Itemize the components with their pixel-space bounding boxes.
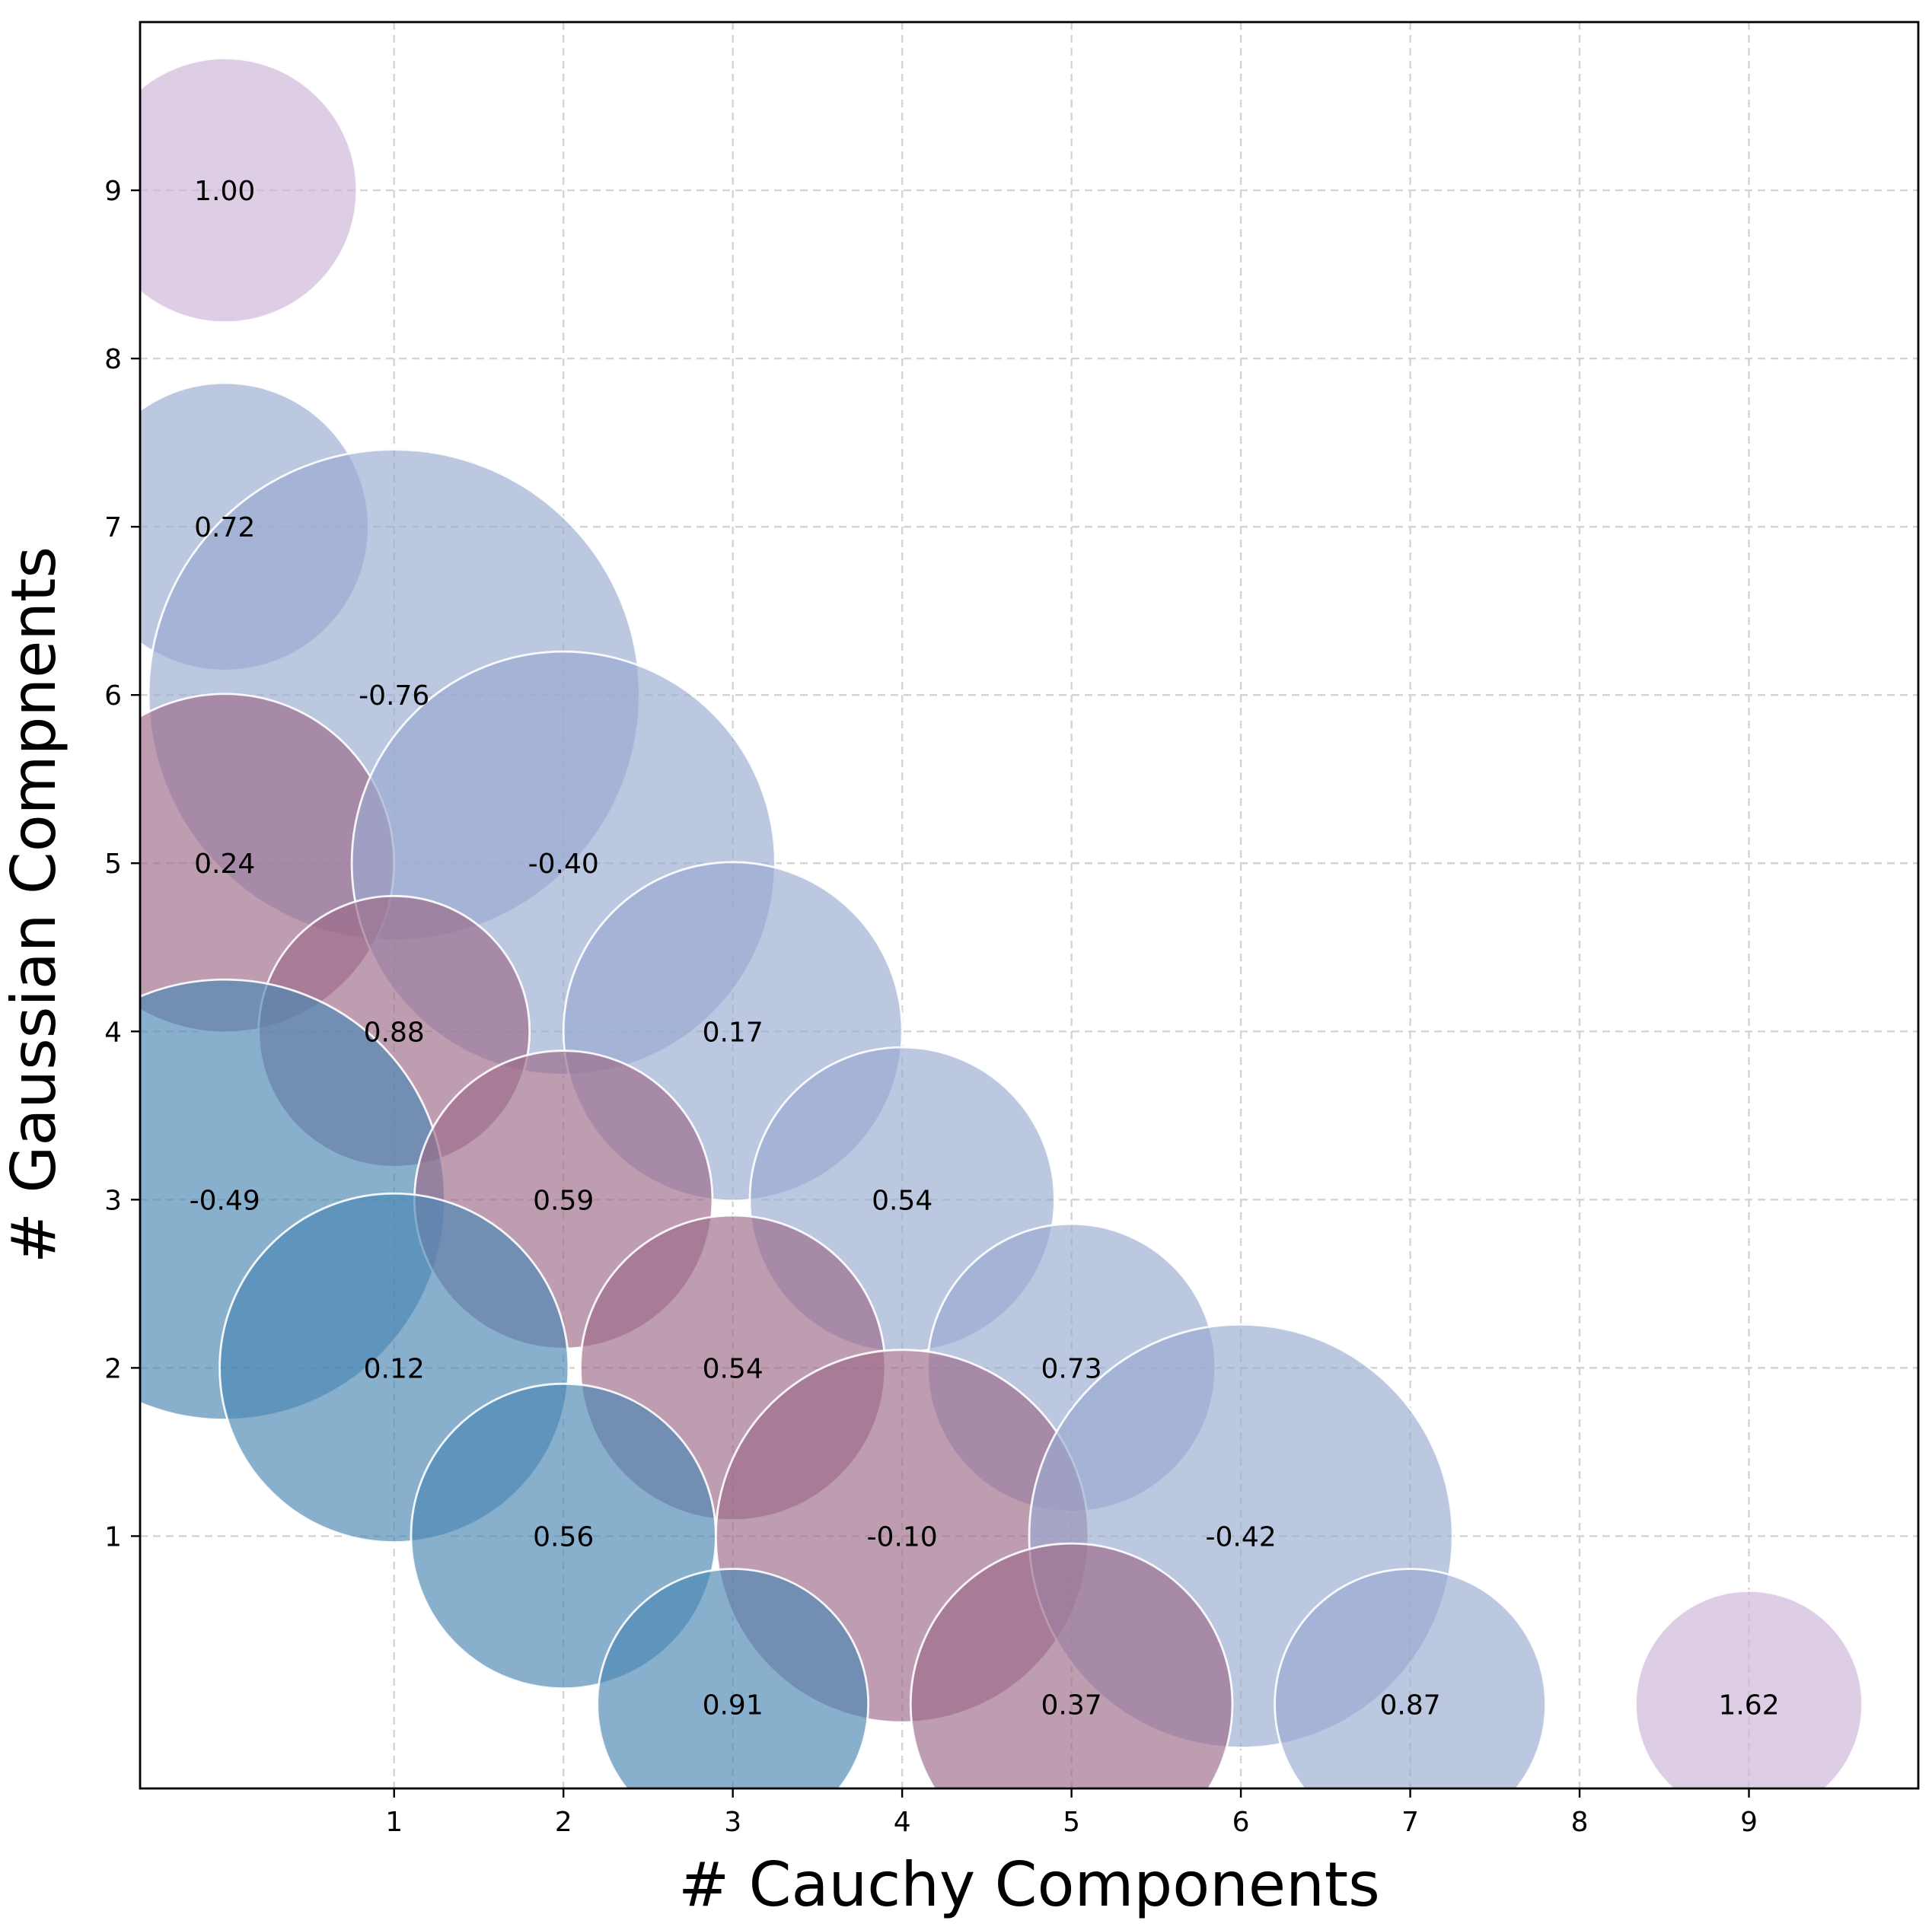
- y-tick-label: 9: [104, 176, 122, 207]
- x-tick-label: 8: [1571, 1807, 1589, 1838]
- y-tick-label: 7: [104, 512, 122, 543]
- bubble-value-label: 0.12: [364, 1353, 425, 1384]
- bubble-value-label: -0.42: [1206, 1521, 1277, 1553]
- bubble-value-label: -0.10: [867, 1521, 938, 1553]
- x-tick-label: 7: [1401, 1807, 1419, 1838]
- bubble-value-label: 0.37: [1041, 1690, 1102, 1721]
- y-tick-label: 1: [104, 1521, 122, 1553]
- y-tick-label: 5: [104, 849, 122, 880]
- bubble-value-label: -0.76: [359, 680, 429, 712]
- bubble-value-label: 0.87: [1379, 1690, 1440, 1721]
- bubble-value-label: 0.17: [703, 1017, 764, 1048]
- axis-ticks: 1 2 3 4 5 6 7 8 9 1 2 3 4 5 6 7 8 9: [104, 176, 1758, 1838]
- bubble-value-label: -0.49: [190, 1185, 260, 1216]
- x-tick-label: 1: [385, 1807, 403, 1838]
- bubble-value-label: 0.59: [533, 1185, 594, 1216]
- bubble-point: [596, 1568, 869, 1788]
- x-tick-label: 6: [1232, 1807, 1250, 1838]
- x-tick-label: 5: [1063, 1807, 1080, 1838]
- data-labels: 1.00 0.72 -0.76 0.24 -0.40 0.88 0.17 -0.49 0.59 0…: [190, 176, 1780, 1721]
- bubble-value-label: -0.40: [528, 849, 599, 880]
- bubble-value-label: 0.54: [872, 1185, 933, 1216]
- x-axis-title: # Cauchy Components: [678, 1849, 1380, 1920]
- bubble-value-label: 0.73: [1041, 1353, 1102, 1384]
- bubble-point: [909, 1542, 1234, 1788]
- bubble-value-label: 0.56: [533, 1521, 594, 1553]
- y-tick-label: 2: [104, 1353, 122, 1384]
- bubble-value-label: 1.00: [194, 176, 255, 207]
- x-tick-label: 3: [724, 1807, 741, 1838]
- bubble-value-label: 0.24: [194, 849, 255, 880]
- bubble-point: [1634, 1590, 1863, 1788]
- x-tick-label: 9: [1740, 1807, 1758, 1838]
- bubble-value-label: 0.54: [703, 1353, 764, 1384]
- bubble-point: [1274, 1568, 1547, 1788]
- y-axis-title: # Gaussian Compnents: [0, 546, 69, 1263]
- bubble-value-label: 1.62: [1718, 1690, 1779, 1721]
- y-tick-label: 8: [104, 344, 122, 375]
- bubble-point: [140, 57, 359, 323]
- y-tick-label: 6: [104, 680, 122, 712]
- bubble-value-label: 0.88: [364, 1017, 425, 1048]
- bubble-value-label: 0.91: [703, 1690, 764, 1721]
- x-tick-label: 4: [894, 1807, 911, 1838]
- bubble-series: [140, 57, 1863, 1788]
- y-tick-label: 3: [104, 1185, 122, 1216]
- bubble-value-label: 0.72: [194, 512, 255, 543]
- y-tick-label: 4: [104, 1017, 122, 1048]
- x-tick-label: 2: [555, 1807, 572, 1838]
- plot-frame: [139, 21, 1920, 1790]
